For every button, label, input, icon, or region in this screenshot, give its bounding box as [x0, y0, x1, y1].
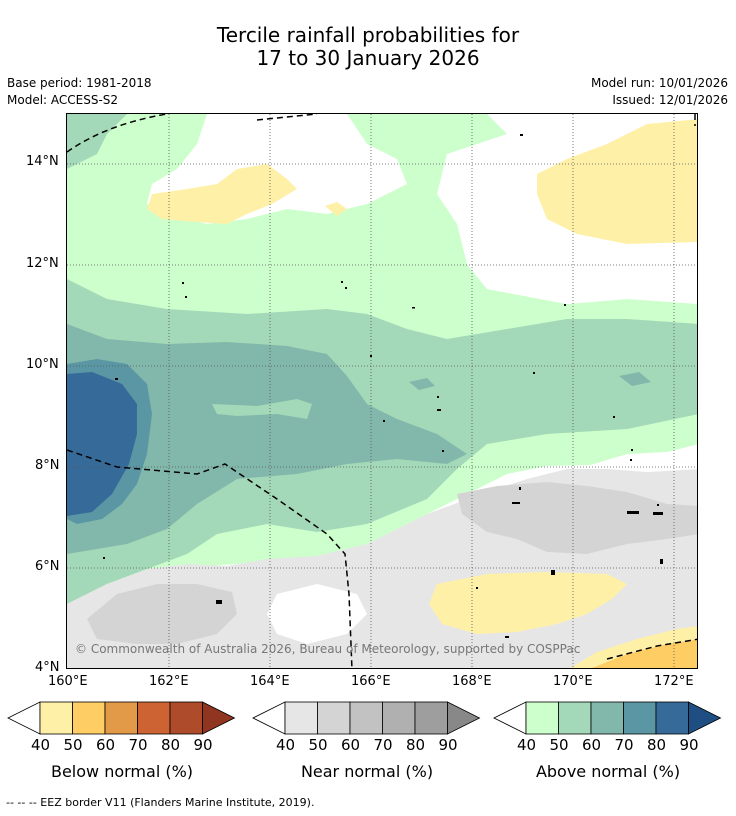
- lat-label-14: 14°N: [26, 154, 59, 169]
- lon-label-172: 172°E: [654, 674, 694, 689]
- below-colorbar-bin-3: [137, 701, 171, 735]
- above-colorbar-tick: 50: [549, 736, 569, 754]
- above-colorbar-tick: 70: [614, 736, 634, 754]
- below-colorbar-bin-2: [104, 701, 138, 735]
- colorbar-below: [7, 701, 236, 735]
- base-period: Base period: 1981-2018: [7, 76, 152, 90]
- lat-label-4: 4°N: [35, 660, 60, 675]
- near-colorbar-bin-2: [349, 701, 383, 735]
- colorbar-below-label: Below normal (%): [50, 762, 194, 781]
- below-colorbar-bin-0: [39, 701, 73, 735]
- near-white-gap-2: [587, 444, 697, 472]
- lon-label-168: 168°E: [452, 674, 492, 689]
- islands: [103, 134, 663, 638]
- lon-label-170: 170°E: [553, 674, 593, 689]
- eez-footer-note: -- -- -- EEZ border V11 (Flanders Marine…: [6, 796, 315, 809]
- above-colorbar-tick: 40: [517, 736, 537, 754]
- near-colorbar-tick: 90: [438, 736, 458, 754]
- lon-label-166: 166°E: [351, 674, 391, 689]
- above-60-region: [67, 324, 467, 554]
- model-run: Model run: 10/01/2026: [590, 76, 728, 90]
- lat-label-12: 12°N: [26, 256, 59, 271]
- near-colorbar-tick: 80: [406, 736, 426, 754]
- near-colorbar-bin-4: [414, 701, 448, 735]
- model-name: Model: ACCESS-S2: [7, 93, 119, 107]
- above-colorbar-bin-3: [623, 701, 657, 735]
- graticule: [67, 114, 697, 668]
- near-colorbar-bin-0: [284, 701, 318, 735]
- near-colorbar-tick: 70: [373, 736, 393, 754]
- below-colorbar-bin-1: [72, 701, 106, 735]
- above-small-3: [212, 399, 312, 419]
- near-colorbar-arrow-low: [252, 701, 286, 735]
- lon-label-162: 162°E: [149, 674, 189, 689]
- above-colorbar-tick: 90: [679, 736, 699, 754]
- near-colorbar-tick: 50: [308, 736, 328, 754]
- below-colorbar-tick: 60: [96, 736, 116, 754]
- above-colorbar-arrow-low: [493, 701, 527, 735]
- colorbars-svg: [7, 701, 722, 735]
- map-svg: [67, 114, 697, 668]
- near-colorbar-arrow-high: [447, 701, 481, 735]
- above-small-1: [409, 378, 435, 390]
- below-colorbar-bin-4: [169, 701, 203, 735]
- below-yellow-3: [537, 119, 697, 244]
- below-yellow-2: [325, 202, 347, 216]
- below-colorbar-tick: 80: [161, 736, 181, 754]
- above-colorbar-bin-0: [525, 701, 559, 735]
- colorbar-above: [493, 701, 722, 735]
- issued-date: Issued: 12/01/2026: [612, 93, 728, 107]
- above-80-region: [67, 372, 137, 516]
- eez-border: [67, 114, 697, 668]
- near-50-region-2: [87, 584, 237, 644]
- near-colorbar-bin-3: [382, 701, 416, 735]
- lat-label-8: 8°N: [35, 458, 60, 473]
- near-colorbar-tick: 40: [276, 736, 296, 754]
- below-colorbar-tick: 70: [128, 736, 148, 754]
- above-colorbar-bin-2: [590, 701, 624, 735]
- above-colorbar-bin-4: [655, 701, 689, 735]
- below-yellow-4: [429, 572, 627, 634]
- below-yellow-1: [147, 164, 297, 224]
- above-colorbar-tick: 80: [647, 736, 667, 754]
- below-colorbar-arrow-low: [7, 701, 41, 735]
- below-colorbar-tick: 50: [63, 736, 83, 754]
- rainfall-map[interactable]: © Commonwealth of Australia 2026, Bureau…: [66, 113, 698, 669]
- map-title-line1: Tercile rainfall probabilities for: [216, 23, 520, 47]
- near-50-region: [457, 482, 697, 554]
- below-orange-corner: [592, 639, 697, 668]
- below-yellow-corner: [570, 626, 697, 668]
- lon-label-160: 160°E: [48, 674, 88, 689]
- map-title-line2: 17 to 30 January 2026: [256, 46, 480, 70]
- below-colorbar-arrow-high: [202, 701, 236, 735]
- above-colorbar-bin-1: [558, 701, 592, 735]
- above-small-2: [619, 372, 651, 386]
- above-colorbar-arrow-high: [688, 701, 722, 735]
- colorbar-near-label: Near normal (%): [300, 762, 434, 781]
- near-colorbar-tick: 60: [341, 736, 361, 754]
- colorbar-near: [252, 701, 481, 735]
- lat-label-10: 10°N: [26, 357, 59, 372]
- lon-label-164: 164°E: [250, 674, 290, 689]
- copyright-note: © Commonwealth of Australia 2026, Bureau…: [75, 642, 581, 656]
- lat-label-6: 6°N: [35, 559, 60, 574]
- below-colorbar-tick: 40: [31, 736, 51, 754]
- above-colorbar-tick: 60: [582, 736, 602, 754]
- near-white-gap: [267, 584, 367, 644]
- below-colorbar-tick: 90: [193, 736, 213, 754]
- colorbar-above-label: Above normal (%): [535, 762, 681, 781]
- near-colorbar-bin-1: [317, 701, 351, 735]
